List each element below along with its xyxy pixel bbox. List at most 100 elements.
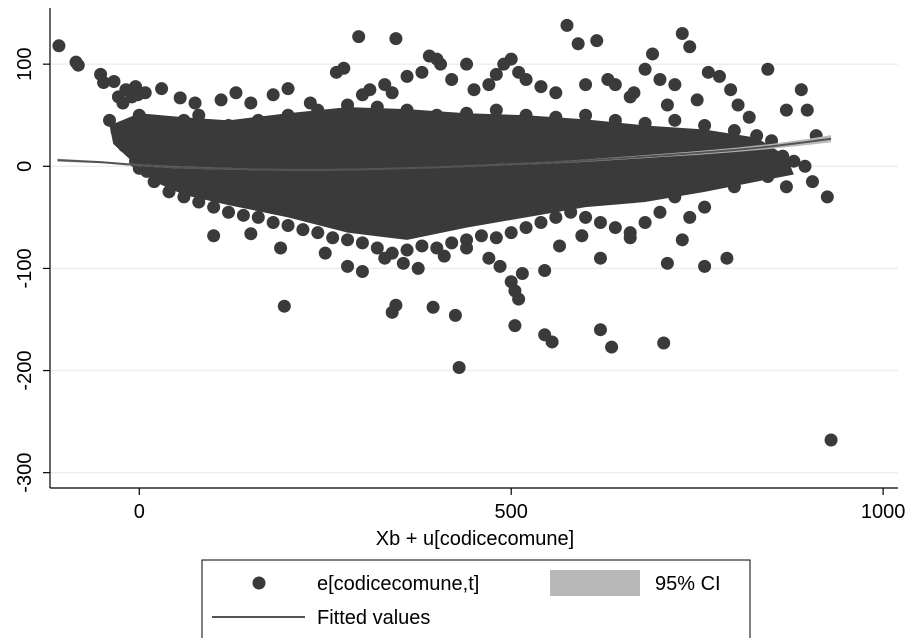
scatter-point (244, 227, 258, 241)
y-tick-label: 100 (14, 47, 36, 80)
scatter-point (779, 103, 793, 117)
scatter-point (668, 78, 682, 92)
scatter-point (460, 241, 474, 255)
scatter-point (668, 190, 682, 204)
scatter-point (355, 236, 369, 250)
scatter-point (787, 154, 801, 168)
scatter-point (519, 221, 533, 235)
scatter-point (698, 200, 712, 214)
scatter-point (553, 239, 567, 253)
scatter-point (222, 205, 236, 219)
x-axis-label: Xb + u[codicecomune] (376, 528, 574, 550)
scatter-point (192, 108, 206, 122)
scatter-point (482, 78, 496, 92)
scatter-point (794, 83, 808, 97)
scatter-point (229, 86, 243, 100)
points-layer (52, 18, 838, 447)
y-tick-label: -100 (14, 248, 36, 288)
scatter-point (660, 256, 674, 270)
scatter-point (192, 195, 206, 209)
scatter-point (590, 34, 604, 48)
scatter-point (798, 159, 812, 173)
scatter-point (155, 82, 169, 96)
ci-layer (57, 135, 832, 171)
scatter-point (690, 93, 704, 107)
scatter-point (660, 98, 674, 112)
scatter-point (445, 236, 459, 250)
scatter-point (493, 259, 507, 273)
legend-box (201, 559, 751, 643)
scatter-point (761, 62, 775, 76)
scatter-point (188, 96, 202, 110)
scatter-point (646, 47, 660, 61)
scatter-point (742, 164, 756, 178)
scatter-point (824, 433, 838, 447)
scatter-point (341, 98, 355, 112)
scatter-point (608, 113, 622, 127)
fit-layer (57, 137, 832, 171)
scatter-point (214, 93, 228, 107)
scatter-point (668, 113, 682, 127)
scatter-point (97, 76, 111, 90)
scatter-point (251, 113, 265, 127)
scatter-point (389, 32, 403, 46)
scatter-point (363, 83, 377, 97)
scatter-point (653, 72, 667, 86)
scatter-point (579, 210, 593, 224)
scatter-point (571, 37, 585, 51)
scatter-dense-region (109, 107, 794, 240)
scatter-point (266, 215, 280, 229)
scatter-point (385, 86, 399, 100)
scatter-point (549, 110, 563, 124)
scatter-point (489, 67, 503, 81)
scatter-point (805, 175, 819, 189)
scatter-point (277, 299, 291, 313)
scatter-point (657, 336, 671, 350)
scatter-point (318, 246, 332, 260)
scatter-point (638, 62, 652, 76)
scatter-point (138, 86, 152, 100)
scatter-point (638, 116, 652, 130)
scatter-point (281, 108, 295, 122)
scatter-point (545, 335, 559, 349)
scatter-point (761, 170, 775, 184)
scatter-point (701, 65, 715, 79)
scatter-point (266, 88, 280, 102)
scatter-point (504, 226, 518, 240)
scatter-point (489, 103, 503, 117)
scatter-point (549, 210, 563, 224)
scatter-point (460, 106, 474, 120)
scatter-point (448, 308, 462, 322)
scatter-point (452, 360, 466, 374)
scatter-point (638, 215, 652, 229)
scatter-point (467, 83, 481, 97)
scatter-point (564, 205, 578, 219)
scatter-point (162, 185, 176, 199)
scatter-point (110, 124, 124, 138)
scatter-point (426, 300, 440, 314)
scatter-point (177, 113, 191, 127)
x-tick-label: 500 (495, 501, 528, 523)
scatter-point (549, 86, 563, 100)
scatter-point (474, 229, 488, 243)
scatter-point (800, 103, 814, 117)
scatter-point (251, 210, 265, 224)
scatter-point (400, 243, 414, 257)
scatter-point (207, 200, 221, 214)
scatter-point (355, 264, 369, 278)
scatter-point (489, 231, 503, 245)
scatter-point (311, 103, 325, 117)
scatter-point (579, 78, 593, 92)
scatter-point (504, 52, 518, 66)
scatter-point (52, 39, 66, 53)
scatter-point (779, 180, 793, 194)
x-tick-label: 1000 (861, 501, 906, 523)
scatter-point (519, 72, 533, 86)
scatter-point (605, 340, 619, 354)
scatter-point (103, 113, 117, 127)
scatter-point (396, 256, 410, 270)
legend-scatter-marker (252, 576, 266, 590)
scatter-point (378, 251, 392, 265)
